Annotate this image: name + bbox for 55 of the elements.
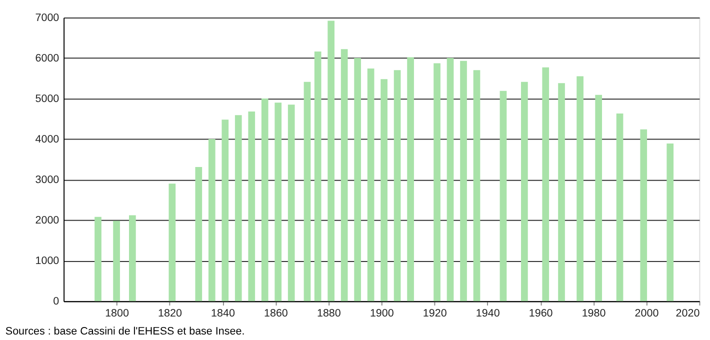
bar (666, 143, 674, 302)
x-tick-label: 1840 (211, 307, 235, 320)
bar (446, 58, 454, 302)
source-note: Sources : base Cassini de l'EHESS et base Insee. (5, 325, 245, 338)
bar (208, 139, 216, 302)
bar (248, 111, 256, 302)
bar (434, 63, 440, 302)
bar (234, 115, 242, 302)
y-tick-label: 1000 (35, 255, 60, 268)
bar (195, 166, 202, 302)
x-tick-label: 1940 (476, 307, 500, 320)
bar (473, 70, 480, 302)
bar (616, 114, 624, 302)
bar (274, 102, 282, 302)
y-tick-label: 7000 (35, 12, 60, 24)
x-tick-label: 1980 (582, 307, 606, 320)
y-tick-label: 0 (53, 296, 60, 308)
x-tick-label: 1960 (528, 307, 553, 320)
bar (500, 90, 507, 302)
y-tick-label: 3000 (35, 174, 60, 186)
x-tick-label: 1820 (158, 307, 182, 320)
bar (367, 68, 374, 302)
bar (129, 215, 136, 302)
bar (354, 58, 361, 302)
bar (222, 120, 229, 302)
x-tick-label: 2000 (634, 307, 659, 320)
x-tick-label: 1880 (316, 307, 341, 320)
x-tick-label: 1920 (422, 307, 447, 320)
y-tick-label: 5000 (35, 92, 60, 105)
bar (521, 82, 528, 302)
bar (407, 57, 414, 302)
x-tick-label: 2020 (676, 307, 700, 320)
bar (595, 94, 602, 302)
y-tick-label: 4000 (35, 133, 60, 146)
bar (394, 70, 401, 302)
bar (94, 216, 102, 302)
bar (328, 20, 335, 302)
bar (576, 76, 584, 302)
x-tick-label: 1800 (105, 307, 130, 320)
bar (261, 98, 268, 302)
y-tick-label: 2000 (35, 214, 60, 226)
y-tick-label: 6000 (35, 52, 60, 64)
bar (460, 60, 467, 302)
bar (340, 49, 348, 302)
bar (542, 67, 550, 302)
x-tick-label: 1900 (370, 307, 394, 320)
bar (168, 184, 176, 302)
bar (288, 104, 295, 302)
x-tick-label: 1860 (264, 307, 288, 320)
bar (558, 83, 565, 302)
bar (113, 220, 120, 302)
bar (380, 79, 388, 302)
bar (640, 129, 648, 302)
bar (314, 52, 322, 302)
bar (304, 82, 311, 302)
